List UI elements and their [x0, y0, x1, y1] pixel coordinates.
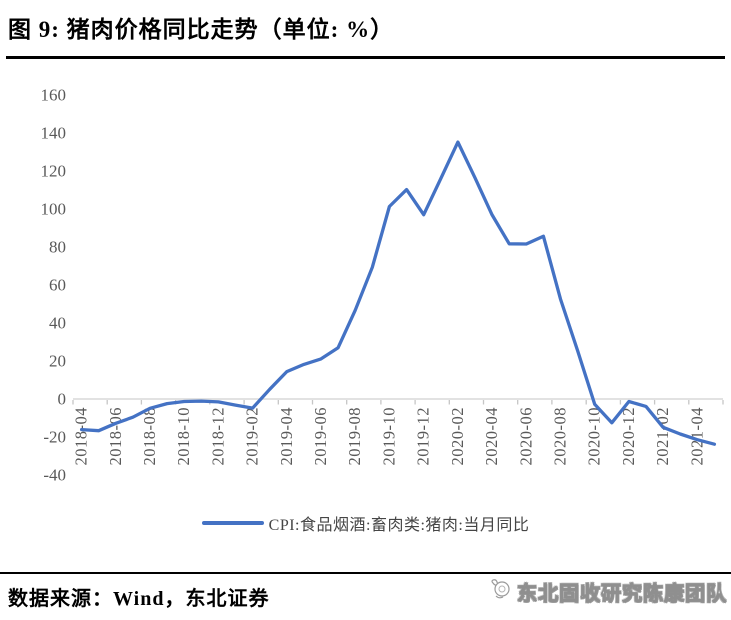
y-axis-tick-label: -40 [43, 466, 66, 485]
x-axis-tick-label: 2019-08 [345, 407, 364, 466]
legend-line-swatch [201, 521, 264, 525]
pork-cpi-yoy-chart: 160 140 120 100 80 60 40 20 0 -20 -40 2018-04 2018-0… [41, 86, 724, 485]
x-axis-tick-label: 2020-12 [619, 407, 638, 466]
figure-title: 图 9: 猪肉价格同比走势（单位: %） [8, 17, 395, 42]
x-axis-tick-label: 2018-08 [140, 407, 159, 466]
cpi-pork-yoy-line [79, 140, 717, 446]
y-axis-tick-label: 120 [41, 162, 67, 181]
x-axis-tick-label: 2019-04 [277, 407, 296, 466]
team-logo-icon [489, 577, 513, 606]
chart-legend: CPI:食品烟酒:畜肉类:猪肉:当月同比 [0, 511, 731, 535]
y-axis-tick-label: 20 [49, 352, 66, 371]
watermark-text: 东北固收研究陈康团队 [517, 583, 727, 606]
x-axis-tick-label: 2021-02 [653, 407, 672, 466]
x-axis-tick-label: 2019-10 [379, 407, 398, 466]
data-source-text: 数据来源：Wind，东北证券 [8, 588, 270, 610]
y-axis-tick-label: -20 [43, 428, 66, 447]
y-axis-tick-label: 0 [58, 390, 67, 409]
x-axis-tick-label: 2020-04 [482, 407, 501, 466]
x-axis-tick-label: 2018-06 [106, 407, 125, 466]
x-axis-tick-label: 2018-04 [72, 407, 91, 466]
x-axis-tick-label: 2018-12 [208, 407, 227, 466]
x-axis-tick-label: 2020-02 [448, 407, 467, 466]
y-axis-tick-label: 80 [49, 238, 66, 257]
x-axis-tick-label: 2019-12 [414, 407, 433, 466]
x-axis-tick-label: 2019-02 [243, 407, 262, 466]
x-axis-tick-label: 2020-10 [585, 407, 604, 466]
x-axis-tick-label: 2020-06 [516, 407, 535, 466]
footer-divider [0, 572, 731, 574]
x-axis-tick-label: 2020-08 [551, 407, 570, 466]
y-axis-tick-label: 160 [41, 86, 67, 105]
y-axis-tick-label: 140 [41, 124, 67, 143]
legend-label: CPI:食品烟酒:畜肉类:猪肉:当月同比 [268, 517, 530, 534]
watermark: 东北固收研究陈康团队 [489, 577, 727, 606]
y-axis-tick-label: 40 [49, 314, 66, 333]
title-underline [6, 56, 725, 59]
x-axis-tick-label: 2021-04 [687, 407, 706, 466]
y-axis-tick-label: 60 [49, 276, 66, 295]
x-axis-tick-label: 2019-06 [311, 407, 330, 466]
x-axis-tick-label: 2018-10 [174, 407, 193, 466]
y-axis-tick-label: 100 [41, 200, 67, 219]
